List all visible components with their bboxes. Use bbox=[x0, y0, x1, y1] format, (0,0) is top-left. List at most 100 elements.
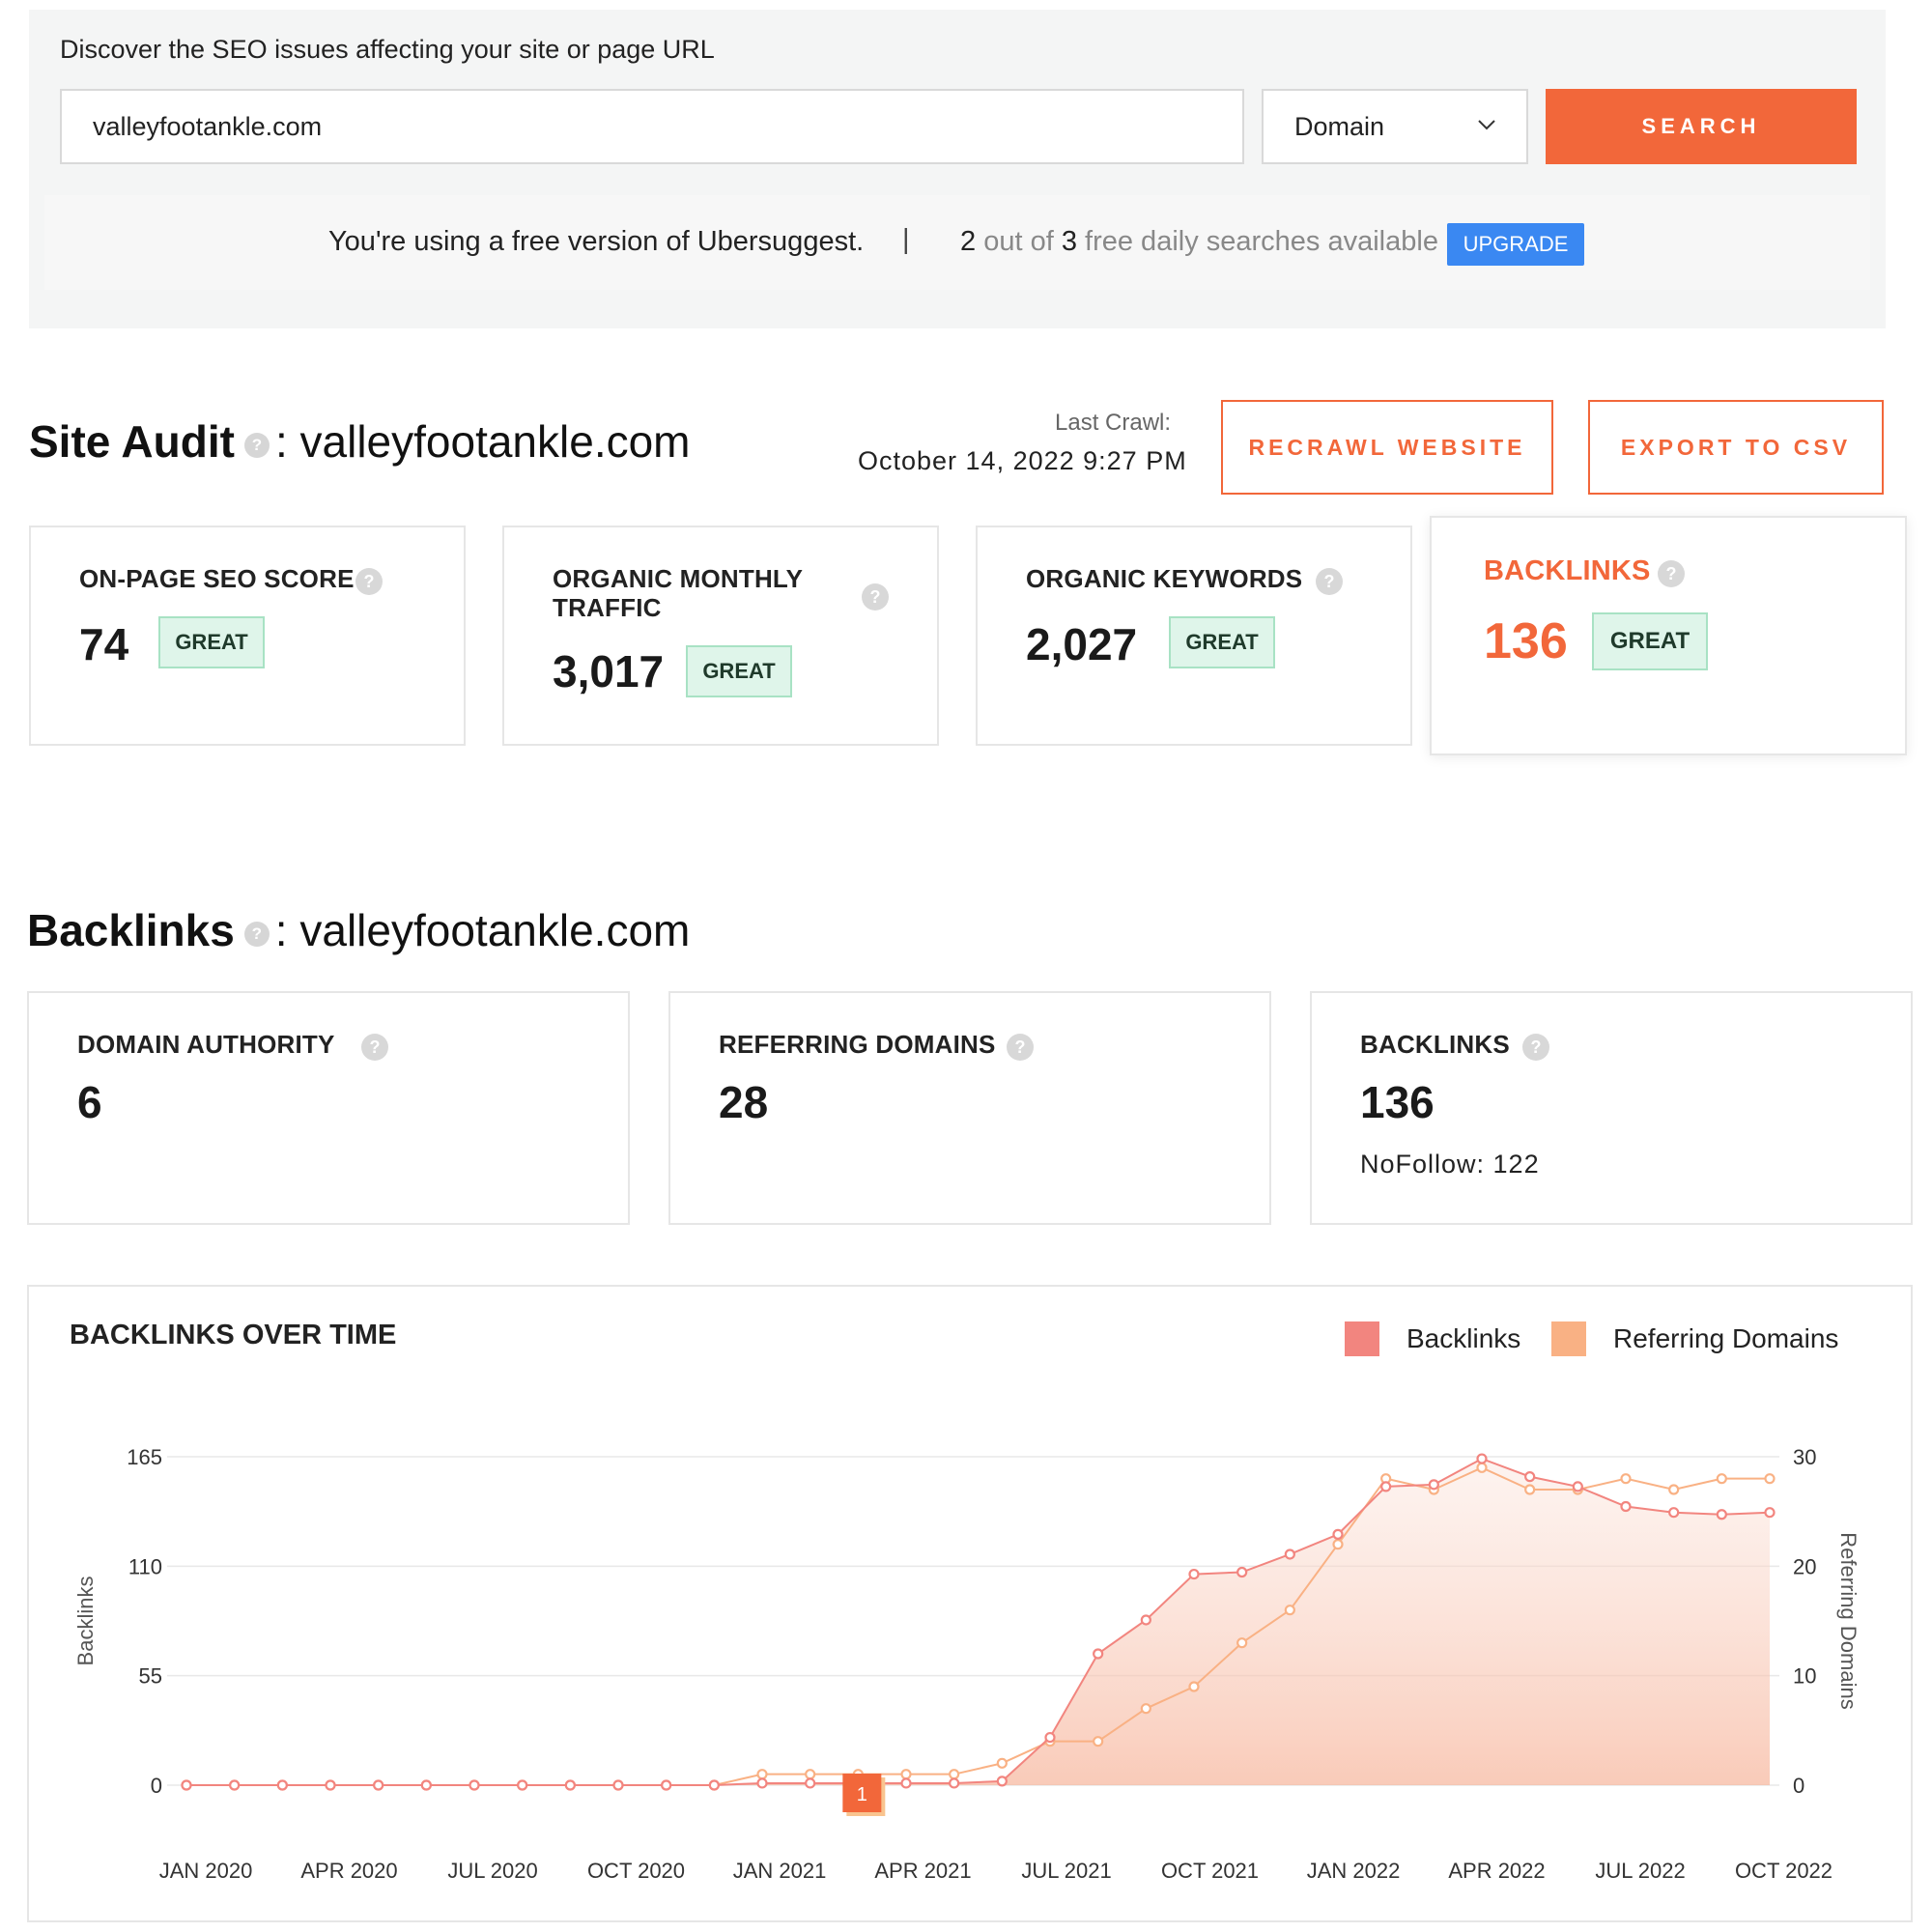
x-tick-label: JUL 2022 bbox=[1595, 1859, 1685, 1883]
y-right-tick-label: 20 bbox=[1793, 1554, 1816, 1578]
backlinks-point bbox=[517, 1779, 528, 1791]
backlinks-point bbox=[420, 1779, 432, 1791]
backlinks-point bbox=[181, 1779, 192, 1791]
site-audit-title: Site Audit bbox=[29, 416, 235, 467]
legend-item-backlinks[interactable]: Backlinks bbox=[1345, 1321, 1520, 1356]
card-label: BACKLINKS bbox=[1360, 1030, 1510, 1059]
x-tick-label: JUL 2021 bbox=[1021, 1859, 1111, 1883]
export-csv-button[interactable]: EXPORT TO CSV bbox=[1588, 400, 1884, 495]
backlinks-point bbox=[1236, 1566, 1248, 1578]
x-tick-label: JAN 2021 bbox=[733, 1859, 827, 1883]
card-label-line-2: TRAFFIC bbox=[553, 593, 662, 622]
help-icon[interactable]: ? bbox=[243, 432, 270, 458]
referring-domains-point bbox=[1236, 1637, 1248, 1649]
card-label: DOMAIN AUTHORITY bbox=[77, 1030, 335, 1059]
y-tick-label: 165 bbox=[127, 1445, 162, 1469]
help-icon[interactable]: ? bbox=[243, 921, 270, 947]
backlinks-point bbox=[996, 1776, 1008, 1787]
legend-label: Referring Domains bbox=[1613, 1323, 1839, 1353]
help-icon[interactable]: ? bbox=[1658, 560, 1685, 587]
x-tick-label: APR 2020 bbox=[300, 1859, 397, 1883]
annotation-label: 1 bbox=[857, 1784, 867, 1805]
organic-keywords-card[interactable]: ORGANIC KEYWORDS ? 2,027 GREAT bbox=[976, 526, 1412, 746]
card-value: 3,017 bbox=[553, 646, 665, 696]
x-tick-label: APR 2022 bbox=[1448, 1859, 1545, 1883]
backlinks-point bbox=[1476, 1453, 1488, 1464]
y-right-tick-label: 0 bbox=[1793, 1774, 1804, 1798]
legend-swatch bbox=[1345, 1321, 1379, 1356]
referring-domains-point bbox=[996, 1757, 1008, 1769]
search-panel: Discover the SEO issues affecting your s… bbox=[29, 10, 1886, 328]
legend-item-referring-domains[interactable]: Referring Domains bbox=[1551, 1321, 1838, 1356]
searches-available-text: free daily searches available bbox=[1085, 226, 1438, 257]
backlinks-point bbox=[325, 1779, 336, 1791]
searches-total: 3 bbox=[1061, 226, 1077, 257]
backlinks-point bbox=[756, 1777, 768, 1789]
backlinks-point bbox=[612, 1779, 624, 1791]
recrawl-website-button[interactable]: RECRAWL WEBSITE bbox=[1221, 400, 1553, 495]
searches-remaining: 2 out of 3 free daily searches available bbox=[960, 226, 1438, 258]
backlinks-point bbox=[1332, 1528, 1344, 1540]
referring-domains-point bbox=[1188, 1681, 1200, 1692]
card-value: 74 bbox=[79, 619, 129, 669]
card-value: 136 bbox=[1360, 1077, 1435, 1127]
help-icon[interactable]: ? bbox=[862, 583, 889, 611]
backlinks-point bbox=[1380, 1481, 1392, 1492]
searches-out-of: out of bbox=[983, 226, 1054, 257]
search-heading: Discover the SEO issues affecting your s… bbox=[60, 35, 715, 64]
organic-traffic-card[interactable]: ORGANIC MONTHLY TRAFFIC ? 3,017 GREAT bbox=[502, 526, 939, 746]
free-version-message: You're using a free version of Ubersugge… bbox=[328, 226, 865, 257]
backlinks-title: Backlinks bbox=[27, 905, 235, 955]
seo-score-card[interactable]: ON-PAGE SEO SCORE ? 74 GREAT bbox=[29, 526, 466, 746]
backlinks-point bbox=[900, 1777, 912, 1789]
help-icon[interactable]: ? bbox=[1007, 1034, 1034, 1061]
backlinks-point bbox=[949, 1777, 960, 1789]
backlinks-point bbox=[229, 1779, 241, 1791]
banner-separator: | bbox=[902, 224, 910, 255]
nofollow-count: NoFollow: 122 bbox=[1360, 1150, 1540, 1179]
referring-domains-point bbox=[1620, 1473, 1632, 1485]
backlinks-point bbox=[1284, 1548, 1295, 1560]
referring-domains-point bbox=[1284, 1605, 1295, 1616]
search-type-value: Domain bbox=[1294, 111, 1385, 141]
help-icon[interactable]: ? bbox=[1522, 1034, 1549, 1061]
y-tick-label: 110 bbox=[128, 1554, 162, 1578]
referring-domains-point bbox=[805, 1769, 816, 1780]
card-value: 6 bbox=[77, 1077, 102, 1127]
backlinks-point bbox=[1524, 1471, 1536, 1483]
last-crawl-label: Last Crawl: bbox=[1055, 410, 1172, 436]
backlinks-point bbox=[276, 1779, 288, 1791]
card-value: 28 bbox=[719, 1077, 769, 1127]
backlinks-card-active[interactable]: BACKLINKS ? 136 GREAT bbox=[1430, 516, 1907, 755]
x-tick-label: JAN 2020 bbox=[159, 1859, 253, 1883]
search-button[interactable]: SEARCH bbox=[1546, 89, 1857, 164]
referring-domains-point bbox=[1716, 1473, 1727, 1485]
url-search-input[interactable]: valleyfootankle.com bbox=[60, 89, 1244, 164]
card-label: ORGANIC KEYWORDS bbox=[1026, 564, 1303, 593]
referring-domains-point bbox=[900, 1769, 912, 1780]
referring-domains-point bbox=[1476, 1462, 1488, 1473]
site-audit-heading: Site Audit?: valleyfootankle.com bbox=[29, 415, 691, 468]
status-badge: GREAT bbox=[158, 616, 265, 668]
status-badge: GREAT bbox=[1169, 616, 1275, 668]
y-axis-title: Backlinks bbox=[73, 1577, 98, 1666]
legend-swatch bbox=[1551, 1321, 1586, 1356]
card-label: BACKLINKS bbox=[1484, 555, 1651, 586]
free-version-banner: You're using a free version of Ubersugge… bbox=[44, 195, 1870, 290]
card-label: ON-PAGE SEO SCORE bbox=[79, 564, 355, 593]
y-tick-label: 55 bbox=[139, 1664, 162, 1689]
help-icon[interactable]: ? bbox=[355, 568, 383, 595]
help-icon[interactable]: ? bbox=[1316, 568, 1343, 595]
y-right-tick-label: 30 bbox=[1793, 1445, 1816, 1469]
backlinks-point bbox=[564, 1779, 576, 1791]
backlinks-point bbox=[373, 1779, 384, 1791]
search-type-select[interactable]: Domain bbox=[1262, 89, 1528, 164]
backlinks-point bbox=[1620, 1500, 1632, 1513]
backlinks-point bbox=[805, 1777, 816, 1789]
chevron-down-icon bbox=[1478, 120, 1495, 130]
help-icon[interactable]: ? bbox=[361, 1034, 388, 1061]
last-crawl-date: October 14, 2022 9:27 PM bbox=[858, 446, 1187, 475]
upgrade-button[interactable]: UPGRADE bbox=[1447, 223, 1584, 266]
backlinks-point bbox=[1188, 1568, 1200, 1580]
backlinks-point bbox=[1140, 1614, 1151, 1626]
